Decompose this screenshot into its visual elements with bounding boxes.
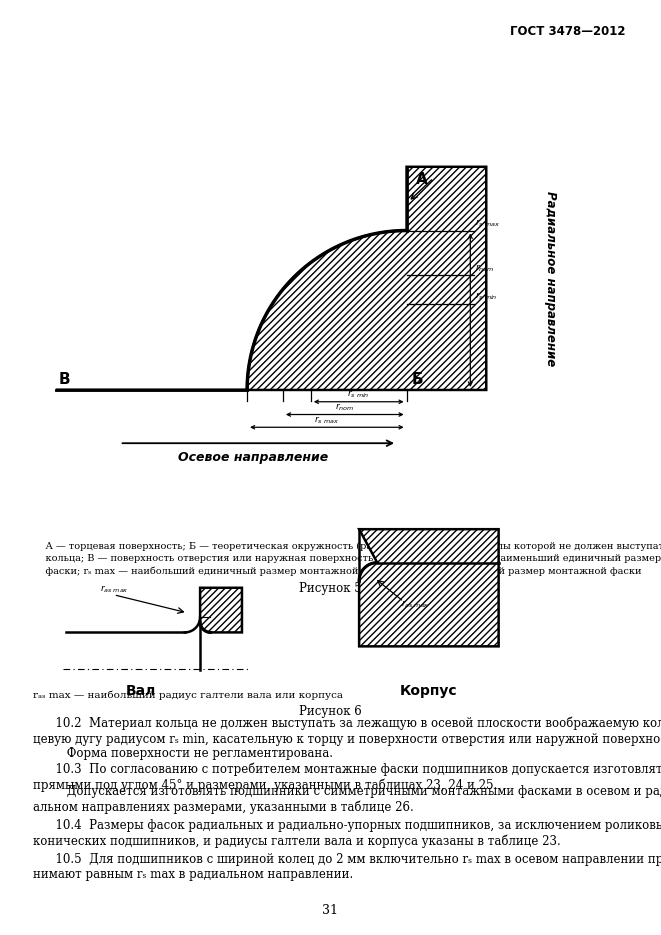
Text: А — торцевая поверхность; Б — теоретическая окружность (радиусом rₛ min), за пре: А — торцевая поверхность; Б — теоретичес…	[33, 542, 661, 551]
Polygon shape	[56, 166, 486, 390]
Text: ГОСТ 3478—2012: ГОСТ 3478—2012	[510, 25, 625, 38]
Text: $r_{s\ min}$: $r_{s\ min}$	[475, 291, 498, 302]
Text: Б: Б	[411, 372, 423, 387]
Polygon shape	[200, 588, 242, 632]
Text: $r_{s\ max}$: $r_{s\ max}$	[315, 414, 339, 425]
Text: 10.4  Размеры фасок радиальных и радиально-упорных подшипников, за исключением р: 10.4 Размеры фасок радиальных и радиальн…	[33, 819, 661, 848]
Text: 10.2  Материал кольца не должен выступать за лежащую в осевой плоскости вообража: 10.2 Материал кольца не должен выступать…	[33, 717, 661, 760]
Text: 10.3  По согласованию с потребителем монтажные фаски подшипников допускается изг: 10.3 По согласованию с потребителем монт…	[33, 763, 661, 792]
Text: rₐₛ max — наибольший радиус галтели вала или корпуса: rₐₛ max — наибольший радиус галтели вала…	[33, 690, 343, 699]
Text: Допускается изготовлять подшипники с симметричными монтажными фасками в осевом и: Допускается изготовлять подшипники с сим…	[33, 785, 661, 813]
Text: $r_{nom}$: $r_{nom}$	[475, 262, 494, 274]
Text: Рисунок 6: Рисунок 6	[299, 705, 362, 718]
Text: $r_{as\ max}$: $r_{as\ max}$	[100, 583, 128, 595]
Text: Радиальное направление: Радиальное направление	[543, 191, 557, 366]
Text: $r_{s\ min}$: $r_{s\ min}$	[348, 389, 370, 400]
Text: 31: 31	[322, 904, 338, 917]
Text: Вал: Вал	[126, 684, 157, 698]
Text: В: В	[59, 372, 71, 387]
Text: Осевое направление: Осевое направление	[178, 452, 329, 464]
Text: фаски; rₛ max — наибольший единичный размер монтажной фаски; rⁿₒₘ — номинальный : фаски; rₛ max — наибольший единичный раз…	[33, 566, 641, 576]
Text: $r_{as\ max}$: $r_{as\ max}$	[401, 598, 430, 611]
Text: кольца; В — поверхность отверстия или наружная поверхность подшипника; rₛ min — : кольца; В — поверхность отверстия или на…	[33, 554, 661, 563]
Text: 10.5  Для подшипников с шириной колец до 2 мм включительно rₛ max в осевом напра: 10.5 Для подшипников с шириной колец до …	[33, 853, 661, 881]
Text: Корпус: Корпус	[400, 684, 457, 698]
Text: Рисунок 5: Рисунок 5	[299, 582, 362, 595]
Text: $r_{nom}$: $r_{nom}$	[335, 401, 354, 413]
Text: А: А	[416, 171, 428, 187]
Polygon shape	[359, 529, 498, 646]
Text: $r_{s\ max}$: $r_{s\ max}$	[475, 218, 500, 229]
